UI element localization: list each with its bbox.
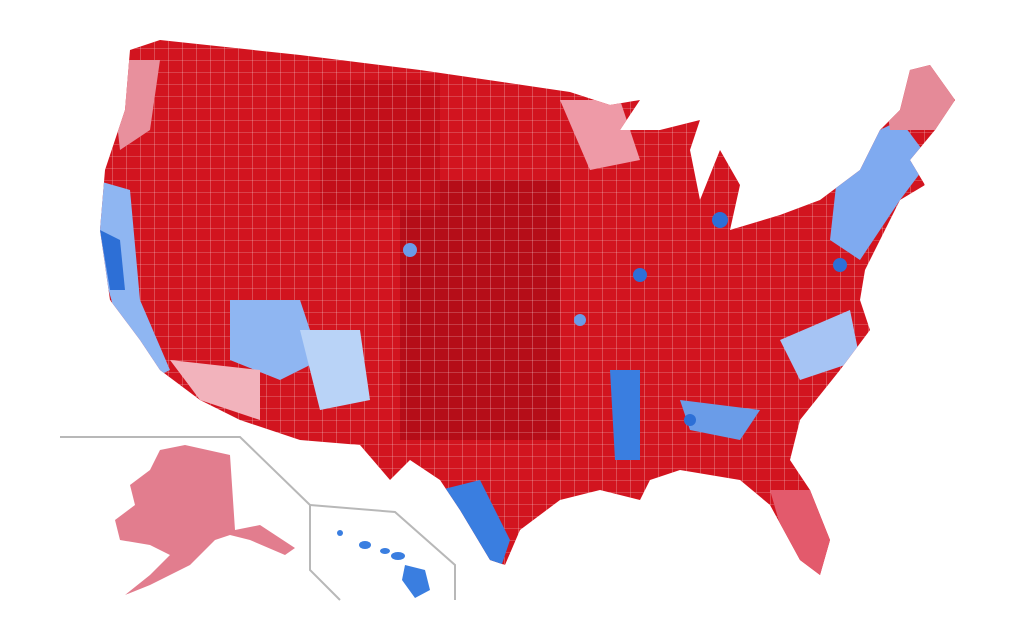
city-county <box>633 268 647 282</box>
border-region <box>440 480 510 570</box>
island <box>391 552 405 560</box>
desert-region <box>170 360 260 420</box>
alaska <box>115 445 295 595</box>
island <box>359 541 371 549</box>
bay-region <box>100 230 125 290</box>
inset-border <box>60 436 311 506</box>
hawaii <box>337 530 430 598</box>
inset-border <box>309 505 341 601</box>
city-county <box>833 258 847 272</box>
island <box>337 530 343 536</box>
florida-region <box>770 490 830 575</box>
carolina-region <box>780 310 860 380</box>
city-county <box>403 243 417 257</box>
maine-region <box>880 60 955 130</box>
delta-region <box>610 370 640 460</box>
island <box>402 565 430 598</box>
island <box>380 548 390 554</box>
coast-region <box>100 180 170 380</box>
city-county <box>712 212 728 228</box>
lakes-region <box>560 100 640 170</box>
city-county <box>574 314 586 326</box>
city-county <box>684 414 696 426</box>
belt-region <box>680 400 760 440</box>
southwest-region <box>300 330 370 410</box>
southwest-region <box>230 300 320 380</box>
inset-border <box>309 504 456 600</box>
